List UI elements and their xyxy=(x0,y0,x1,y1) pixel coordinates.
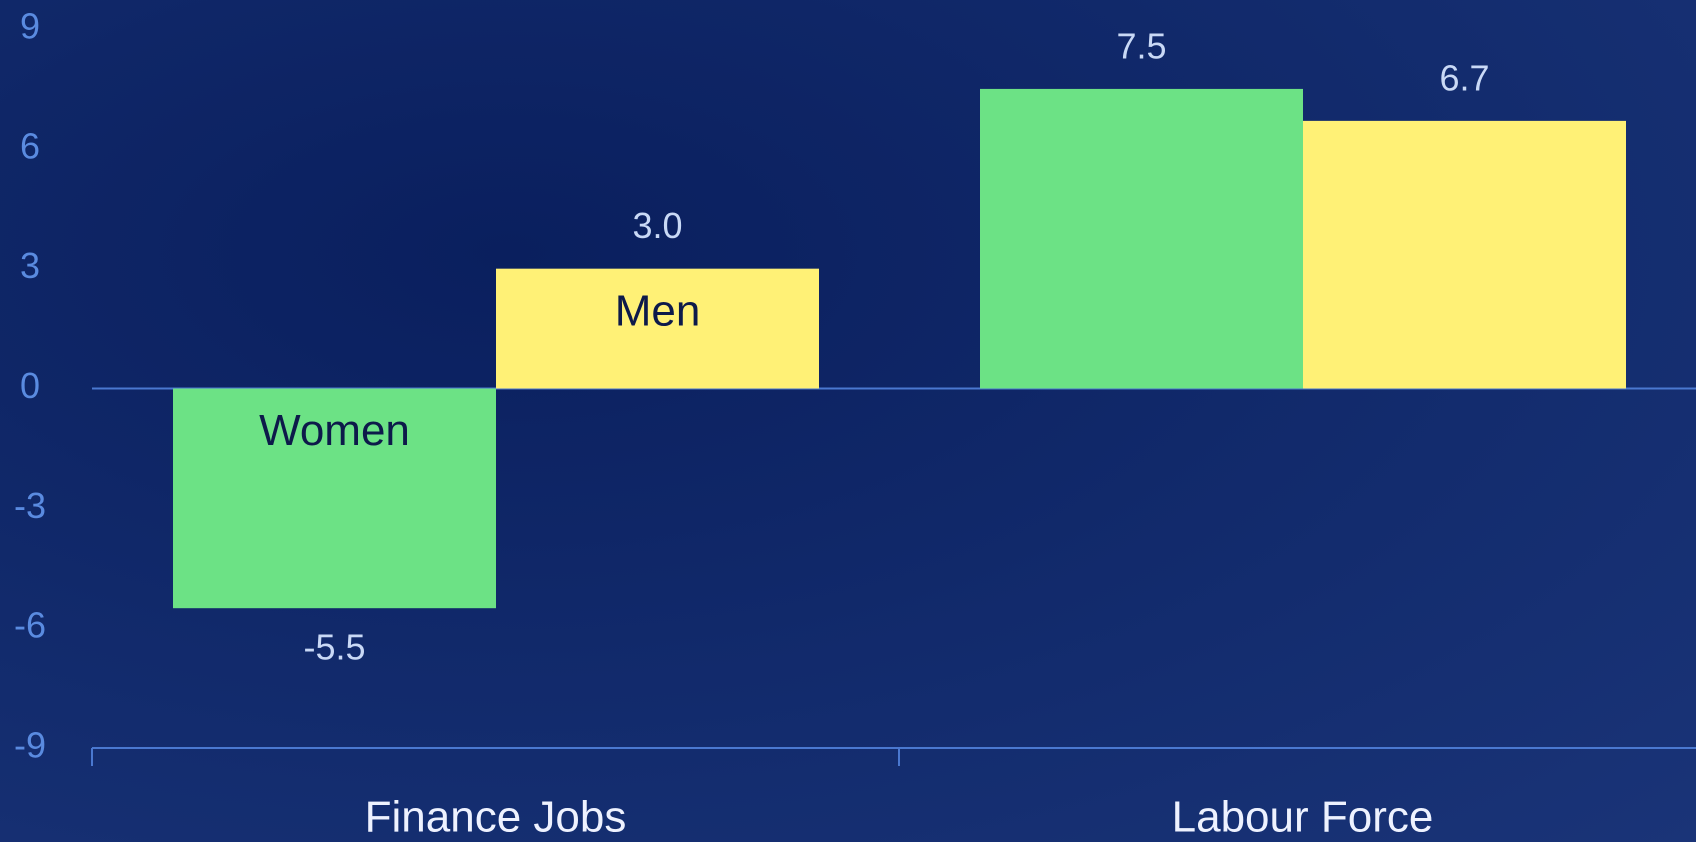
y-tick-label: 3 xyxy=(20,245,40,286)
y-tick-label: -9 xyxy=(14,725,46,766)
x-tick-label: Labour Force xyxy=(1172,793,1434,842)
bar xyxy=(496,268,819,389)
series-label: Women xyxy=(259,406,410,455)
value-label: 6.7 xyxy=(1439,57,1489,98)
bar xyxy=(1303,120,1626,389)
y-tick-label: 9 xyxy=(20,6,40,47)
y-tick-label: 6 xyxy=(20,125,40,166)
y-tick-label: -3 xyxy=(14,485,46,526)
y-tick-label: 0 xyxy=(20,365,40,406)
y-tick-label: -6 xyxy=(14,605,46,646)
value-label: -5.5 xyxy=(303,627,365,668)
value-label: 3.0 xyxy=(632,205,682,246)
bar xyxy=(980,88,1303,389)
value-label: 7.5 xyxy=(1116,25,1166,66)
bar xyxy=(173,388,496,609)
x-tick-label: Finance Jobs xyxy=(365,793,627,842)
series-label: Men xyxy=(615,286,701,335)
